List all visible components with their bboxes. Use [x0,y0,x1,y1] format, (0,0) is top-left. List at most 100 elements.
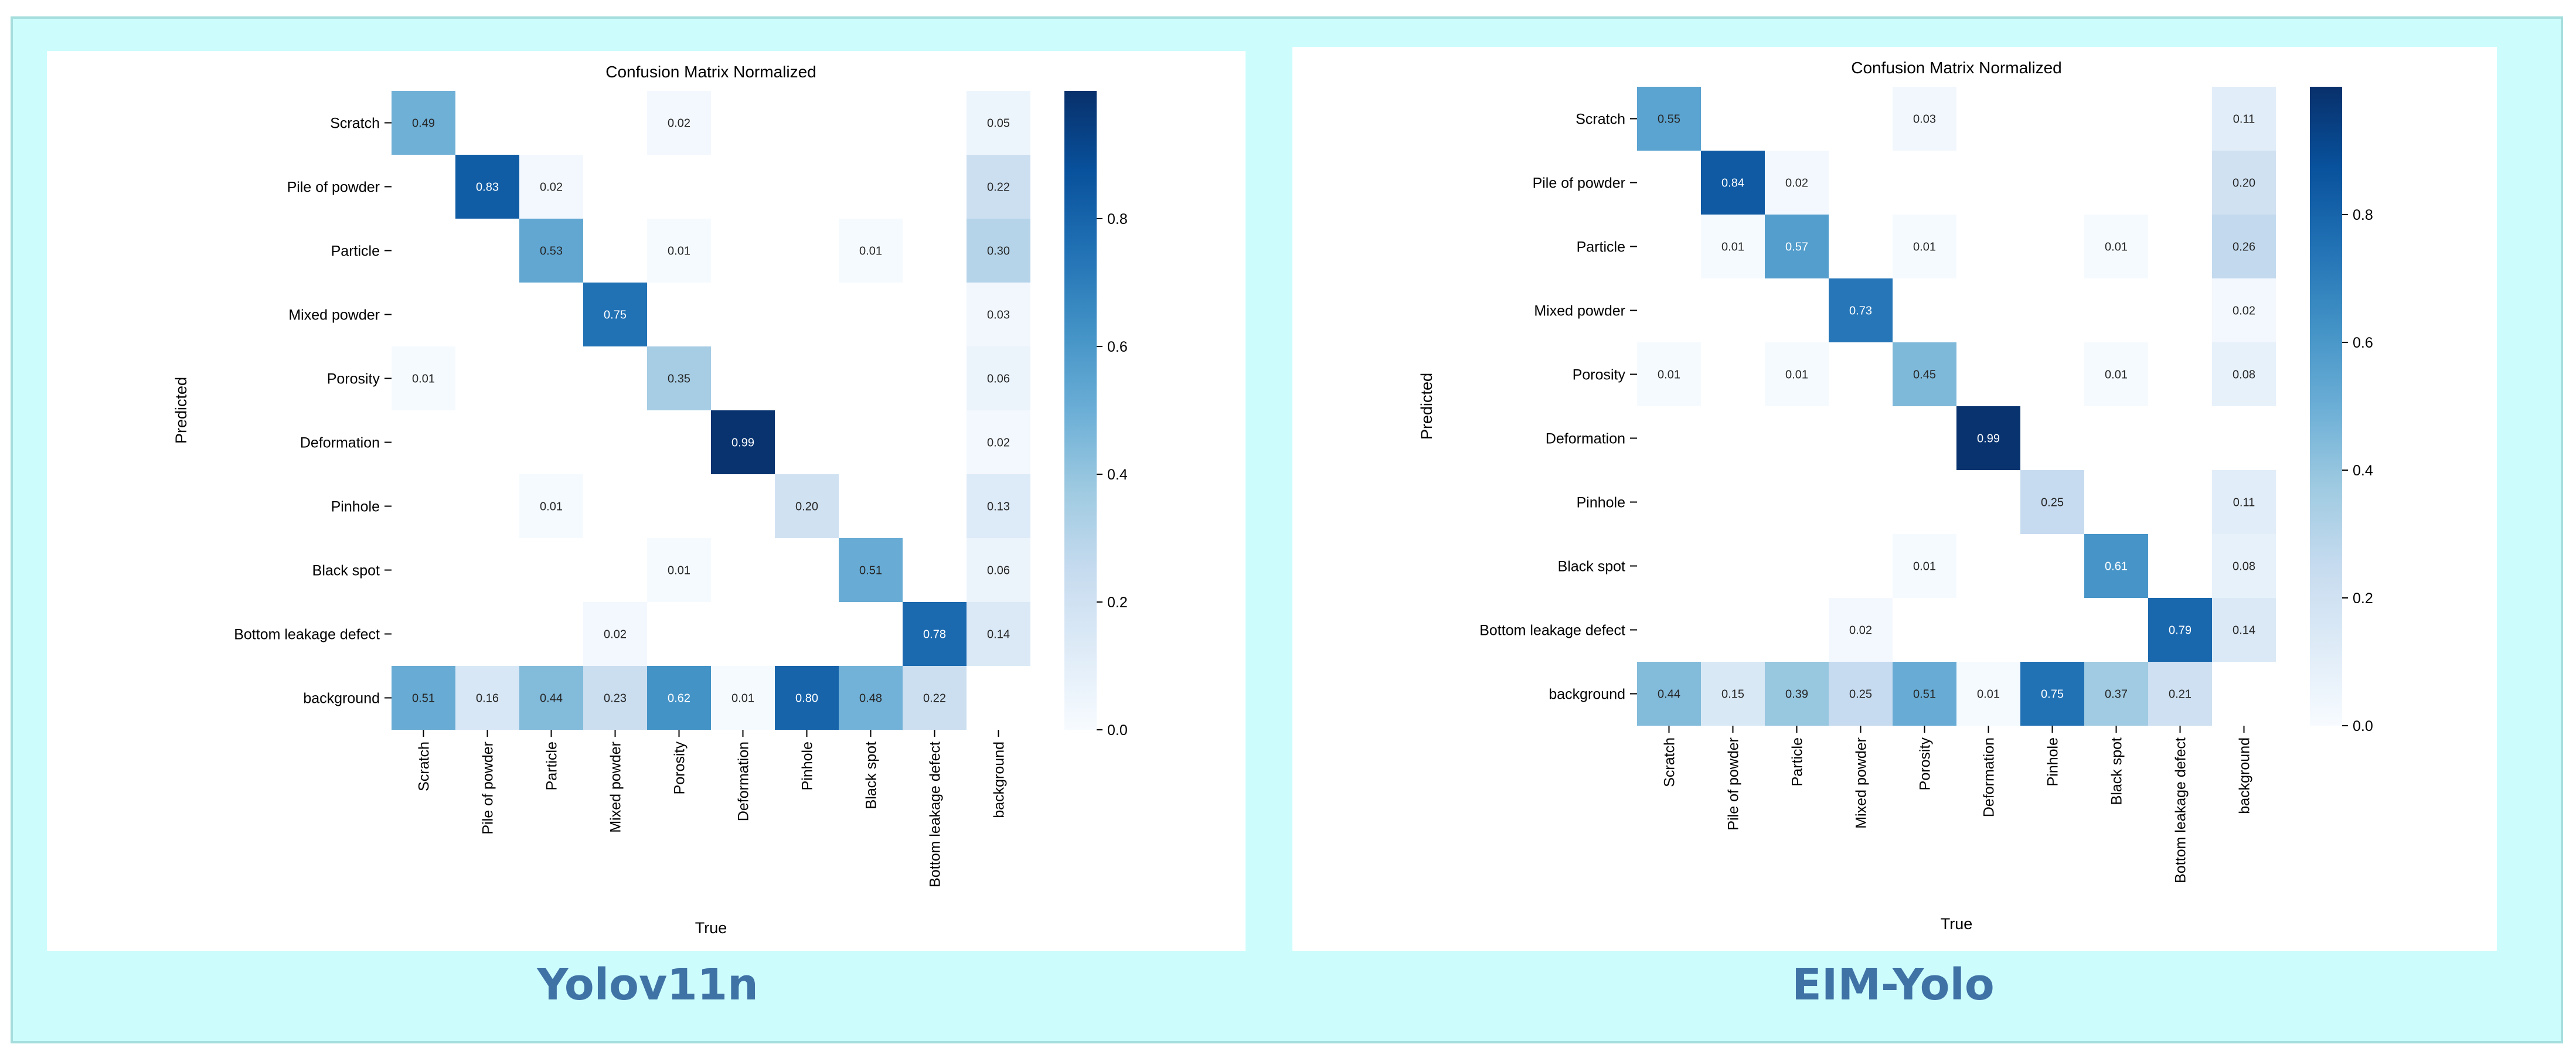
heatmap-cell [2212,598,2276,662]
colorbar-tick-label: 0.8 [2353,207,2373,223]
cell-value-label: 0.62 [668,692,690,705]
colorbar [1064,91,1097,730]
heatmap-cell [1829,662,1893,726]
chart-title: Confusion Matrix Normalized [1851,59,2061,77]
y-tick-label-scratch: Scratch [330,115,380,132]
cell-value-label: 0.49 [412,117,435,130]
x-tick-label-bottom-leakage-defect: Bottom leakage defect [927,742,944,887]
heatmap-cell [519,666,583,730]
x-tick-label-background: background [991,742,1008,818]
cell-value-label: 0.75 [604,309,627,322]
cell-value-label: 0.01 [412,373,435,386]
cell-value-label: 0.61 [2105,560,2128,573]
heatmap-cell [775,474,839,538]
heatmap-cell [455,666,519,730]
cell-value-label: 0.37 [2105,688,2128,701]
cell-value-label: 0.06 [987,373,1010,386]
cell-value-label: 0.01 [2105,241,2128,254]
cell-value-label: 0.01 [859,245,882,258]
x-tick-label-pile-of-powder: Pile of powder [1726,737,1742,830]
heatmap-cell [2212,215,2276,278]
cell-value-label: 0.02 [604,628,627,641]
heatmap-cell [583,666,647,730]
cell-value-label: 0.51 [859,564,882,577]
y-tick-label-porosity: Porosity [327,371,380,387]
x-tick-label-scratch: Scratch [416,742,433,791]
y-tick-label-background: background [1549,686,1625,703]
heatmap-cell [967,602,1030,666]
cell-value-label: 0.02 [1785,177,1808,190]
model-label-yolov11n: Yolov11n [537,960,758,1010]
heatmap-cell [1637,662,1701,726]
cell-value-label: 0.14 [987,628,1010,641]
x-tick-label-porosity: Porosity [672,742,688,795]
cell-value-label: 0.01 [2105,369,2128,382]
cell-value-label: 0.79 [2169,624,2192,637]
heatmap-cell [839,538,903,602]
heatmap-cell [2020,470,2084,534]
cell-value-label: 0.08 [2233,369,2255,382]
y-tick-label-particle: Particle [331,243,380,260]
cell-value-label: 0.20 [795,501,818,514]
heatmap-cell [903,666,967,730]
cell-value-label: 0.06 [987,564,1010,577]
colorbar-tick-label: 0.0 [1107,722,1128,739]
cell-value-label: 0.14 [2233,624,2255,637]
heatmap-cell [647,538,711,602]
heatmap-cell [967,219,1030,283]
cell-value-label: 0.13 [987,501,1010,514]
cell-value-label: 0.26 [2233,241,2255,254]
confusion-matrix-yolov11n: Confusion Matrix Normalized 0.49 0.02 0.05 0… [172,63,1128,937]
heatmap-cell [2212,534,2276,598]
x-axis-label: True [695,919,727,937]
heatmap-cell [647,346,711,410]
cell-value-label: 0.75 [2041,688,2064,701]
x-tick-label-black-spot: Black spot [863,742,880,809]
cell-value-label: 0.03 [1913,113,1936,126]
heatmap-cell [903,602,967,666]
heatmap-cell [583,283,647,346]
cell-value-label: 0.57 [1785,241,1808,254]
heatmap-cell [1765,662,1829,726]
y-tick-label-bottom-leakage-defect: Bottom leakage defect [234,627,380,643]
cell-value-label: 0.15 [1721,688,1744,701]
cell-value-label: 0.35 [668,373,690,386]
cell-value-label: 0.25 [1849,688,1872,701]
chart-panel-eim-yolo: Confusion Matrix Normalized 0.55 0.03 0.11 0… [1292,47,2497,951]
heatmap-cell [2212,151,2276,215]
cell-value-label: 0.55 [1658,113,1680,126]
heatmap-cell [967,283,1030,346]
colorbar-tick-label: 0.2 [2353,590,2373,607]
cell-value-label: 0.84 [1721,177,1744,190]
chart-title: Confusion Matrix Normalized [605,63,816,81]
heatmap-cell [2212,278,2276,342]
heatmap-cell [647,91,711,155]
x-tick-label-deformation: Deformation [1981,737,1997,817]
y-tick-label-porosity: Porosity [1573,367,1626,383]
colorbar-tick-label: 0.4 [1107,467,1128,483]
y-tick-label-black-spot: Black spot [1558,559,1625,575]
cell-value-label: 0.44 [540,692,563,705]
y-tick-label-black-spot: Black spot [312,563,380,579]
cell-value-label: 0.23 [604,692,627,705]
heatmap-cell [2084,534,2148,598]
cell-value-label: 0.99 [731,437,754,450]
cell-value-label: 0.03 [987,309,1010,322]
heatmap-cell [519,219,583,283]
heatmap-cell [775,666,839,730]
cell-value-label: 0.51 [412,692,435,705]
heatmap-cell [1893,342,1956,406]
heatmap-cell [1765,151,1829,215]
heatmap-cell [2084,342,2148,406]
x-tick-label-mixed-powder: Mixed powder [608,742,624,833]
x-tick-label-particle: Particle [544,742,560,790]
x-tick-label-black-spot: Black spot [2109,737,2125,805]
heatmap-cell [839,219,903,283]
heatmap-cell [967,91,1030,155]
cell-value-label: 0.16 [476,692,499,705]
cell-value-label: 0.01 [1977,688,2000,701]
cell-value-label: 0.01 [1913,241,1936,254]
x-tick-label-background: background [2237,737,2253,814]
cell-value-label: 0.01 [1913,560,1936,573]
heatmap-cell [1701,215,1765,278]
